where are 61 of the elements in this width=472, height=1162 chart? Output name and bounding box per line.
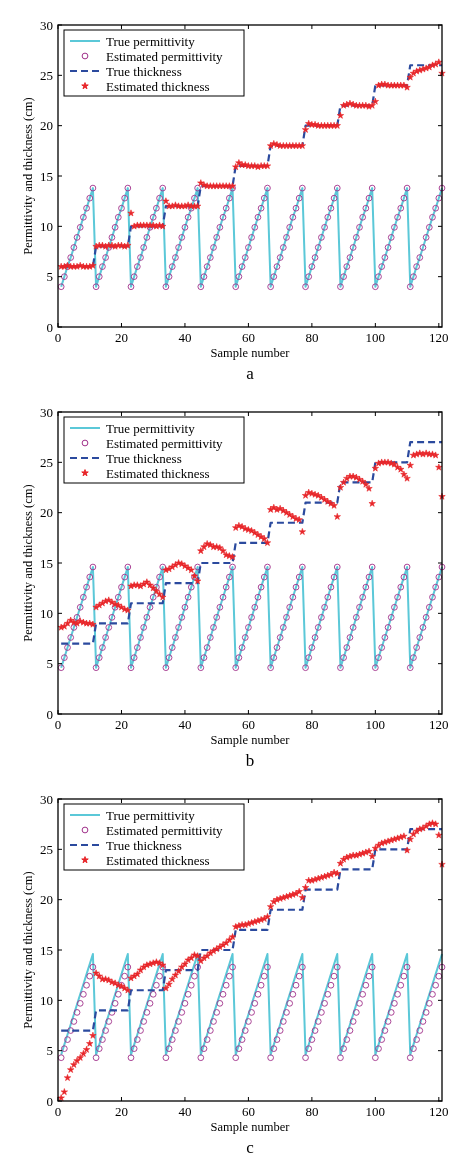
x-tick-label: 120 [429, 1104, 449, 1119]
y-tick-label: 10 [40, 218, 53, 234]
x-tick-label: 40 [178, 717, 192, 732]
x-tick-label: 120 [429, 330, 449, 345]
y-tick-label: 25 [40, 67, 53, 83]
y-axis-title: Permittivity and thickness (cm) [21, 484, 35, 642]
y-tick-label: 20 [40, 505, 53, 521]
y-axis-title: Permittivity and thickness (cm) [21, 871, 35, 1029]
x-tick-label: 60 [241, 1104, 255, 1119]
legend-label: True permittivity [106, 420, 196, 436]
y-tick-label: 5 [46, 656, 53, 672]
x-tick-label: 100 [365, 1104, 386, 1119]
x-tick-label: 40 [178, 330, 192, 345]
legend-label: Estimated thickness [106, 78, 210, 94]
legend-label: Estimated permittivity [106, 48, 224, 64]
legend-label: Estimated permittivity [106, 822, 224, 838]
text: b [245, 751, 255, 770]
legend-label: True thickness [106, 63, 182, 79]
legend-label: True permittivity [106, 807, 196, 823]
x-tick-label: 20 [114, 717, 128, 732]
x-tick-label: 60 [241, 330, 255, 345]
x-axis-title: Sample number [210, 1120, 291, 1134]
y-tick-label: 20 [40, 892, 53, 908]
legend-label: True thickness [106, 837, 182, 853]
y-tick-label: 15 [40, 168, 53, 184]
legend-label: Estimated thickness [106, 465, 210, 481]
y-tick-label: 0 [46, 1093, 53, 1109]
x-tick-label: 20 [114, 1104, 128, 1119]
y-tick-label: 15 [40, 942, 53, 958]
y-tick-label: 5 [46, 1043, 53, 1059]
legend-label: True thickness [106, 450, 182, 466]
x-tick-label: 80 [305, 330, 319, 345]
y-tick-label: 30 [40, 791, 53, 807]
y-tick-label: 25 [40, 841, 53, 857]
x-tick-label: 80 [305, 717, 319, 732]
x-axis-title: Sample number [210, 346, 291, 360]
x-tick-label: 20 [114, 330, 128, 345]
y-tick-label: 30 [40, 404, 53, 420]
y-tick-label: 10 [40, 992, 53, 1008]
y-tick-label: 30 [40, 17, 53, 33]
y-tick-label: 25 [40, 454, 53, 470]
legend-label: Estimated permittivity [106, 435, 224, 451]
y-tick-label: 0 [46, 706, 53, 722]
y-tick-label: 20 [40, 118, 53, 134]
x-tick-label: 100 [365, 330, 386, 345]
x-tick-label: 60 [241, 717, 255, 732]
text: c [246, 1138, 255, 1157]
y-tick-label: 10 [40, 605, 53, 621]
x-tick-label: 80 [305, 1104, 319, 1119]
x-axis-title: Sample number [210, 733, 291, 747]
y-axis-title: Permittivity and thickness (cm) [21, 97, 35, 255]
y-tick-label: 0 [46, 319, 53, 335]
x-tick-label: 100 [365, 717, 386, 732]
text: a [246, 364, 255, 383]
y-tick-label: 15 [40, 555, 53, 571]
y-tick-label: 5 [46, 269, 53, 285]
x-tick-label: 120 [429, 717, 449, 732]
legend-label: Estimated thickness [106, 852, 210, 868]
line-series [60, 953, 443, 1056]
x-tick-label: 40 [178, 1104, 192, 1119]
legend-label: True permittivity [106, 33, 196, 49]
